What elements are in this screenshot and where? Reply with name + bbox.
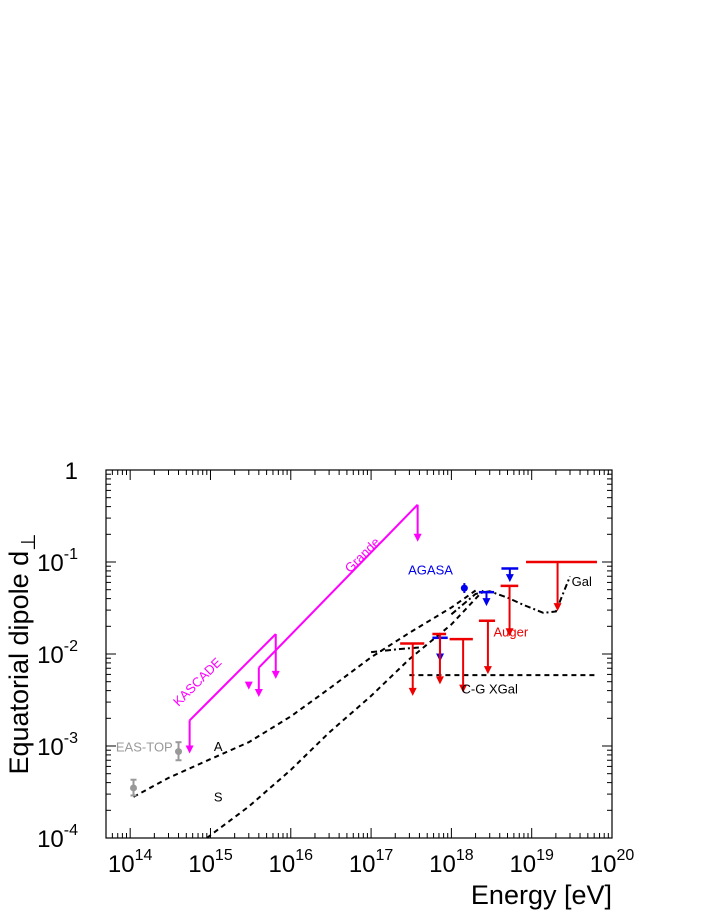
kascade-limit-line: [188, 633, 277, 722]
y-tick-label: 10-3: [37, 730, 78, 761]
grande-limit-line: [258, 504, 419, 669]
agasa-limit-arrow-2-head: [505, 574, 514, 583]
eastop-point-0: [129, 784, 137, 792]
x-tick-label: 1016: [269, 847, 314, 878]
annotation-auger: Auger: [493, 624, 528, 639]
y-tick-label: 1: [65, 458, 78, 485]
auger-limit-arrow-4-head: [505, 628, 514, 637]
auger-limit-arrow-1-head: [435, 676, 444, 685]
annotation-gal: Gal: [572, 574, 592, 589]
y-axis-label-sub: ⊥: [18, 533, 40, 550]
x-tick-label: 1015: [188, 847, 233, 878]
auger-limit-arrow-2-head: [459, 684, 468, 693]
y-axis-label-group: Equatorial dipole d⊥: [4, 533, 40, 774]
annotation-agasa: AGASA: [408, 563, 453, 578]
annotation-eas-top: EAS-TOP: [116, 740, 173, 755]
y-tick-label: 10-1: [37, 546, 78, 577]
annotation-kascade: KASCADE: [170, 654, 225, 709]
model-curve-CG-XGal: [370, 646, 420, 654]
plot-frame: [105, 469, 613, 839]
agasa-point: [460, 584, 468, 592]
auger-limit-arrow-5-head: [553, 603, 562, 612]
y-axis-label: Equatorial dipole d⊥: [4, 533, 40, 774]
x-tick-label: 1019: [509, 847, 554, 878]
x-tick-label: 1020: [590, 847, 635, 878]
y-tick-label: 10-4: [37, 822, 78, 853]
x-axis-label: Energy [eV]: [471, 880, 612, 910]
x-tick-label: 1018: [429, 847, 474, 878]
x-tick-label: 1017: [349, 847, 394, 878]
model-curve-Gal: [450, 575, 571, 616]
kascade-grande-arrow-3-head: [413, 533, 422, 542]
y-tick-label: 10-2: [37, 638, 78, 669]
y-axis-label-main: Equatorial dipole d: [4, 551, 34, 775]
model-curve-A: [133, 589, 477, 798]
kascade-grande-arrow-4-head: [244, 681, 253, 690]
auger-limit-arrow-3-head: [483, 666, 492, 675]
axis-ticks: [105, 469, 613, 839]
annotation-a: A: [214, 739, 223, 754]
upper-limits: [185, 504, 597, 754]
x-tick-label: 1014: [108, 847, 153, 878]
annotation-s: S: [214, 789, 223, 804]
annotation-grande: Grande: [342, 534, 383, 575]
kascade-grande-arrow-1-head: [271, 670, 280, 679]
auger-limit-arrow-0-head: [408, 687, 417, 696]
annotation-c-g-xgal: C-G XGal: [462, 682, 518, 697]
model-curve-S: [206, 589, 485, 839]
axis-tick-labels: 1014 1015 1016 1017 1018 1019 1020 10-4 10-3 10-2…: [37, 458, 634, 878]
eastop-point-1: [175, 748, 183, 756]
measured-points: [129, 583, 468, 797]
agasa-limit-arrow-1-head: [482, 598, 491, 607]
kascade-grande-arrow-2-head: [254, 688, 263, 697]
kascade-grande-arrow-0-head: [185, 745, 194, 754]
